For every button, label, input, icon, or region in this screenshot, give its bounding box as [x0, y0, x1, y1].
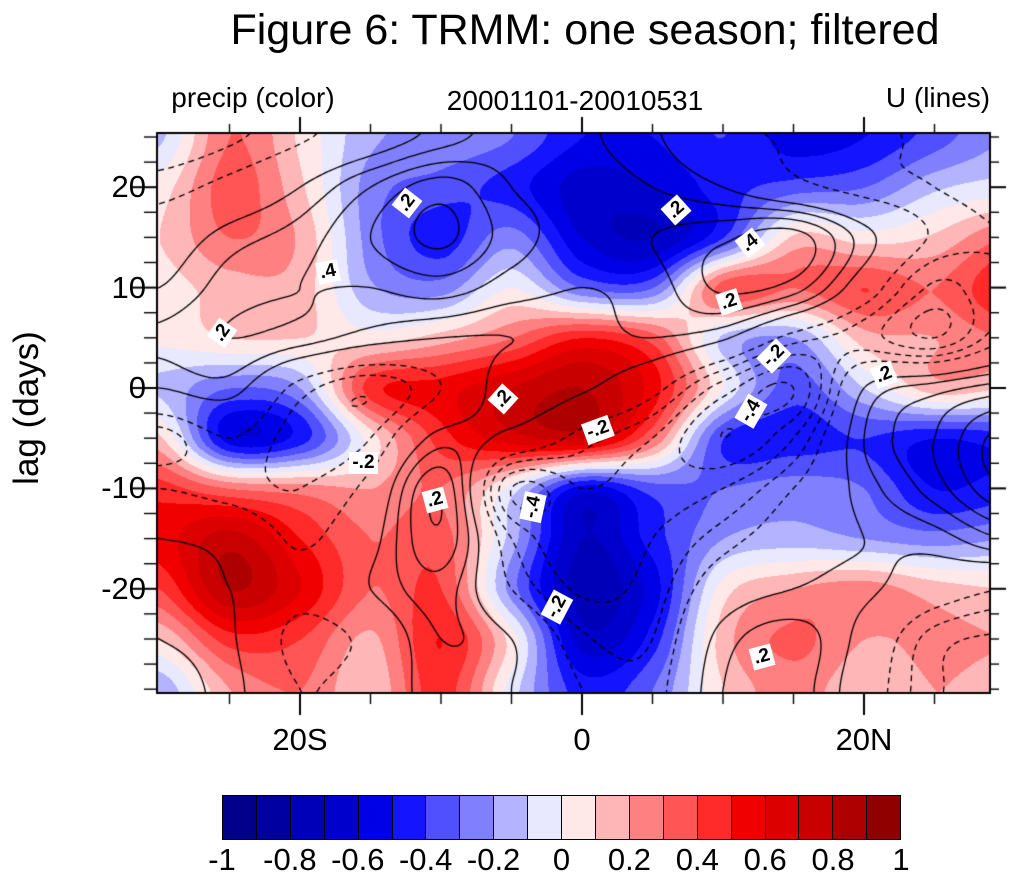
colorbar-cell: [833, 796, 868, 839]
colorbar-cell: [324, 796, 359, 839]
x-tick-label: 20S: [272, 722, 328, 757]
colorbar-cell: [528, 796, 563, 839]
y-tick-label: 0: [128, 370, 146, 405]
colorbar-cell: [256, 796, 291, 839]
colorbar-cell: [663, 796, 698, 839]
y-tick-label: -20: [101, 570, 146, 606]
colorbar-cell: [392, 796, 427, 839]
colorbar-cell: [223, 796, 257, 839]
colorbar-tick-label: 0.8: [811, 842, 855, 877]
colorbar-cell: [595, 796, 630, 839]
colorbar-tick-label: 0: [552, 842, 571, 877]
colorbar-tick-label: 0.4: [675, 842, 719, 877]
colorbar-cell: [290, 796, 325, 839]
colorbar-cell: [460, 796, 495, 839]
colorbar-tick-label: 1: [892, 842, 910, 877]
y-tick-label: 10: [111, 269, 146, 305]
colorbar-cell: [697, 796, 732, 839]
colorbar-tick-label: -0.6: [331, 842, 385, 877]
y-tick-label: 20: [111, 169, 146, 205]
colorbar-tick-label: -0.8: [263, 842, 317, 877]
colorbar-tick-label: -1: [208, 842, 236, 877]
contour-label: .4: [315, 258, 342, 285]
colorbar-cell: [731, 796, 766, 839]
colorbar-tick-label: 0.2: [607, 842, 651, 877]
colorbar-cell: [765, 796, 800, 839]
colorbar-cell: [562, 796, 596, 839]
colorbar: [222, 795, 901, 840]
contour-label: -.2: [349, 452, 378, 475]
colorbar-cell: [358, 796, 393, 839]
colorbar-tick-label: 0.6: [743, 842, 787, 877]
colorbar-tick-label: -0.2: [466, 842, 521, 877]
colorbar-cell: [867, 796, 901, 839]
x-tick-label: 20N: [835, 722, 893, 757]
colorbar-cell: [494, 796, 529, 839]
colorbar-cell: [799, 796, 834, 839]
colorbar-cell: [629, 796, 664, 839]
colorbar-tick-label: -0.4: [398, 842, 453, 877]
x-tick-label: 0: [573, 722, 591, 757]
colorbar-cell: [426, 796, 461, 839]
y-tick-label: -10: [101, 470, 146, 506]
